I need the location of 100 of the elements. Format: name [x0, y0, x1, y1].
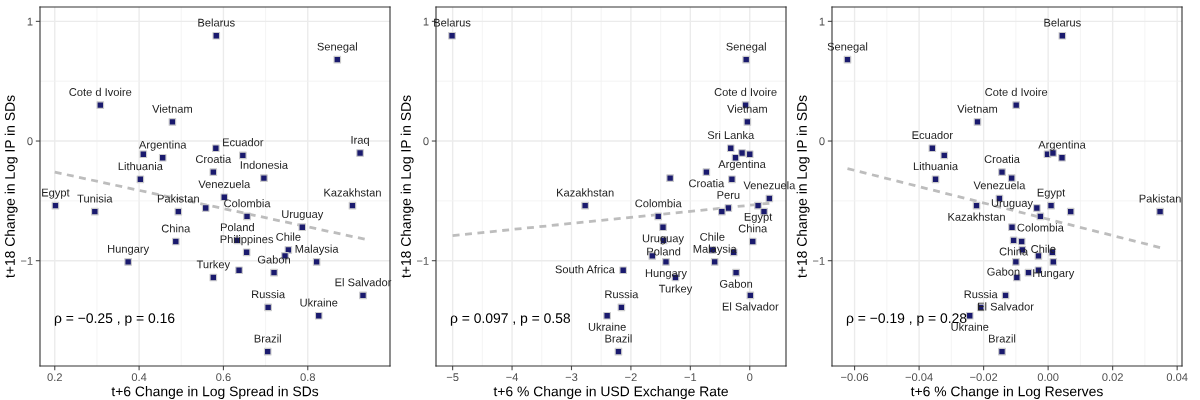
- annotation: Croatia: [984, 154, 1020, 163]
- x-tick-label: 0: [747, 373, 753, 382]
- y-tick-label: 1: [27, 17, 33, 26]
- point: [158, 153, 167, 162]
- annotation: Hungary: [108, 245, 150, 255]
- point: [209, 168, 218, 176]
- point: [619, 266, 627, 275]
- annotation: Brazil: [989, 334, 1016, 343]
- point: [264, 303, 272, 312]
- x-tick-label: 0.4: [131, 373, 147, 382]
- point: [581, 201, 589, 210]
- annotation: Ukraine: [588, 322, 626, 331]
- point: [243, 212, 251, 221]
- annotation: Kazakhstan: [557, 188, 614, 197]
- annotation: Ecuador: [912, 130, 953, 140]
- point: [1012, 258, 1020, 266]
- point: [298, 223, 307, 231]
- annotation: Argentina: [138, 140, 187, 151]
- annotation: Uruguay: [642, 234, 684, 245]
- x-tick-label: −3: [565, 373, 578, 382]
- point: [333, 55, 342, 64]
- annotation: Lithuania: [118, 162, 163, 171]
- annotation: Hungary: [1033, 269, 1075, 280]
- annotation: Senegal: [827, 42, 868, 53]
- annotation: Peru: [717, 191, 740, 199]
- point: [124, 258, 132, 266]
- annotation: Indonesia: [240, 160, 289, 169]
- annotation: Colombia: [224, 199, 271, 208]
- point: [724, 204, 733, 212]
- point: [1058, 31, 1067, 40]
- annotation: Cote d Ivoire: [985, 87, 1048, 96]
- point: [745, 150, 754, 159]
- point: [1008, 223, 1016, 231]
- annotation: China: [738, 224, 768, 233]
- point: [662, 258, 670, 266]
- x-tick-label: 0.8: [300, 373, 316, 382]
- annotation: Kazakhstan: [324, 188, 381, 197]
- point: [742, 55, 750, 64]
- annotation: ρ = 0.097 , p = 0.58: [450, 313, 571, 326]
- point: [702, 168, 711, 176]
- point: [91, 207, 99, 216]
- annotation: Belarus: [198, 18, 235, 27]
- annotation: Colombia: [1017, 223, 1064, 232]
- annotation: Chile: [700, 232, 725, 241]
- annotation: Egypt: [42, 188, 70, 199]
- point: [1066, 207, 1075, 216]
- point: [168, 118, 177, 126]
- x-tick-label: 0.04: [1166, 373, 1188, 382]
- y-tick-label: 0: [423, 137, 429, 146]
- x-tick-label: 0.2: [47, 373, 62, 382]
- annotation: Gabon: [719, 279, 753, 288]
- annotation: Vietnam: [727, 104, 767, 113]
- annotation: Russia: [964, 290, 998, 299]
- point: [212, 144, 220, 153]
- point: [728, 175, 736, 184]
- point: [654, 212, 663, 221]
- point: [973, 118, 982, 126]
- y-tick-label: 0: [27, 137, 33, 146]
- x-tick-label: −0.06: [841, 373, 869, 382]
- annotation: Venezuela: [198, 179, 251, 189]
- annotation: Turkey: [196, 260, 231, 271]
- point: [748, 237, 757, 246]
- point: [239, 151, 247, 160]
- point: [726, 144, 735, 153]
- point: [754, 201, 762, 210]
- x-tick-label: −0.04: [905, 373, 933, 382]
- annotation: Hungary: [645, 269, 687, 280]
- annotation: Vietnam: [152, 104, 192, 113]
- annotation: Brazil: [254, 334, 281, 343]
- point: [260, 174, 268, 182]
- point: [1058, 153, 1066, 162]
- point: [659, 223, 667, 231]
- annotation: Belarus: [1044, 18, 1081, 27]
- point: [263, 347, 272, 356]
- annotation: Malaysia: [295, 244, 339, 255]
- annotation: South Africa: [555, 265, 615, 274]
- y-tick-label: 1: [819, 17, 825, 26]
- annotation: China: [161, 224, 191, 233]
- point: [201, 204, 210, 212]
- annotation: Russia: [252, 290, 286, 299]
- annotation: Gabon: [987, 267, 1020, 276]
- annotation: Venezuela: [973, 181, 1026, 190]
- point: [1033, 204, 1041, 212]
- x-tick-label: 0.00: [1037, 373, 1059, 382]
- x-tick-label: −1: [684, 373, 697, 381]
- annotation: Kazakhstan: [948, 212, 1005, 221]
- y-tick-label: 0: [819, 137, 825, 146]
- point: [666, 174, 674, 182]
- annotation: China: [999, 247, 1029, 256]
- point: [270, 268, 278, 277]
- x-tick-label: 0.02: [1102, 373, 1123, 382]
- annotation: Cote d Ivoire: [69, 87, 132, 96]
- annotation: Poland: [647, 247, 681, 256]
- y-tick-label: −1: [20, 257, 33, 265]
- annotation: Brazil: [605, 334, 632, 343]
- x-tick-label: −5: [446, 373, 459, 382]
- point: [998, 168, 1006, 176]
- point: [312, 258, 321, 266]
- annotation: Chile: [276, 232, 301, 241]
- point: [448, 31, 456, 40]
